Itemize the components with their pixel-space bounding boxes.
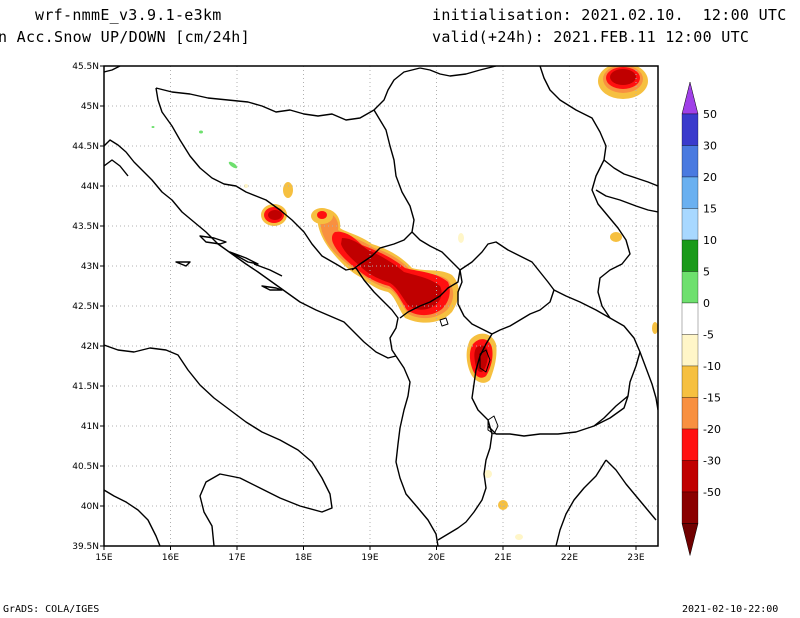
valid-time: valid(+24h): 2021.FEB.11 12:00 UTC xyxy=(432,28,750,46)
lat-label: 41.5N xyxy=(72,382,99,392)
lon-label: 16E xyxy=(162,553,179,563)
snow-blob-croatia-coast xyxy=(261,182,333,226)
colorbar-label: -10 xyxy=(703,360,721,373)
colorbar-label: -20 xyxy=(703,423,721,436)
lat-label: 40N xyxy=(81,502,99,512)
snow-blob-north-east xyxy=(598,66,648,99)
lat-label: 44N xyxy=(81,182,99,192)
snow-blob-macedonia xyxy=(466,333,497,383)
colorbar-label: 50 xyxy=(703,108,717,121)
lat-label: 43N xyxy=(81,262,99,272)
colorbar-label: -50 xyxy=(703,486,721,499)
colorbar-top-tip xyxy=(681,81,699,115)
colorbar-segment xyxy=(681,365,699,398)
colorbar-label: 5 xyxy=(703,266,710,279)
colorbar-label: 15 xyxy=(703,203,717,216)
lon-label: 22E xyxy=(561,553,578,563)
lat-label: 44.5N xyxy=(72,142,99,152)
colorbar-label: 10 xyxy=(703,234,717,247)
colorbar-label: -5 xyxy=(703,329,714,342)
latitude-labels: 45.5N 45N 44.5N 44N 43.5N 43N 42.5N 42N 41.5N 41N… xyxy=(72,62,99,552)
colorbar-segment xyxy=(681,302,699,335)
model-title: wrf-nmmE_v3.9.1-e3km xyxy=(35,6,222,24)
colorbar-segment xyxy=(681,460,699,493)
colorbar-segment xyxy=(681,397,699,430)
snow-spots-minor xyxy=(151,126,658,540)
snow-field-areas xyxy=(151,66,658,540)
lat-label: 45.5N xyxy=(72,62,99,72)
colorbar-label: -15 xyxy=(703,392,721,405)
colorbar-label: 20 xyxy=(703,171,717,184)
lat-label: 40.5N xyxy=(72,462,99,472)
lat-label: 42N xyxy=(81,342,99,352)
axis-ticks xyxy=(100,65,637,550)
colorbar-segment xyxy=(681,271,699,304)
colorbar-segment xyxy=(681,113,699,146)
lon-label: 18E xyxy=(295,553,312,563)
colorbar-segment xyxy=(681,176,699,209)
plot-timestamp: 2021-02-10-22:00 xyxy=(682,604,779,615)
lon-label: 17E xyxy=(228,553,245,563)
colorbar-label: 30 xyxy=(703,140,717,153)
colorbar-label: -30 xyxy=(703,455,721,468)
coastlines-and-borders xyxy=(104,66,658,546)
graticule xyxy=(104,66,658,546)
lon-label: 15E xyxy=(95,553,112,563)
colorbar-segment xyxy=(681,145,699,178)
lon-label: 19E xyxy=(361,553,378,563)
lat-label: 42.5N xyxy=(72,302,99,312)
initialisation-time: initialisation: 2021.02.10. 12:00 UTC xyxy=(432,6,787,24)
colorbar-bottom-tip xyxy=(681,523,699,556)
colorbar-segment xyxy=(681,239,699,272)
colorbar-label: 0 xyxy=(703,297,710,310)
colorbar-segment xyxy=(681,208,699,241)
longitude-labels: 15E 16E 17E 18E 19E 20E 21E 22E 23E xyxy=(95,553,644,563)
lat-label: 45N xyxy=(81,102,99,112)
lon-label: 20E xyxy=(428,553,445,563)
colorbar-segment xyxy=(681,491,699,524)
lat-label: 39.5N xyxy=(72,542,99,552)
colorbar-segment xyxy=(681,334,699,367)
colorbar-segment xyxy=(681,428,699,461)
lon-label: 23E xyxy=(627,553,644,563)
field-title: n Acc.Snow UP/DOWN [cm/24h] xyxy=(0,28,250,46)
grads-credit: GrADS: COLA/IGES xyxy=(3,604,100,615)
lat-label: 41N xyxy=(81,422,99,432)
lon-label: 21E xyxy=(494,553,511,563)
lat-label: 43.5N xyxy=(72,222,99,232)
